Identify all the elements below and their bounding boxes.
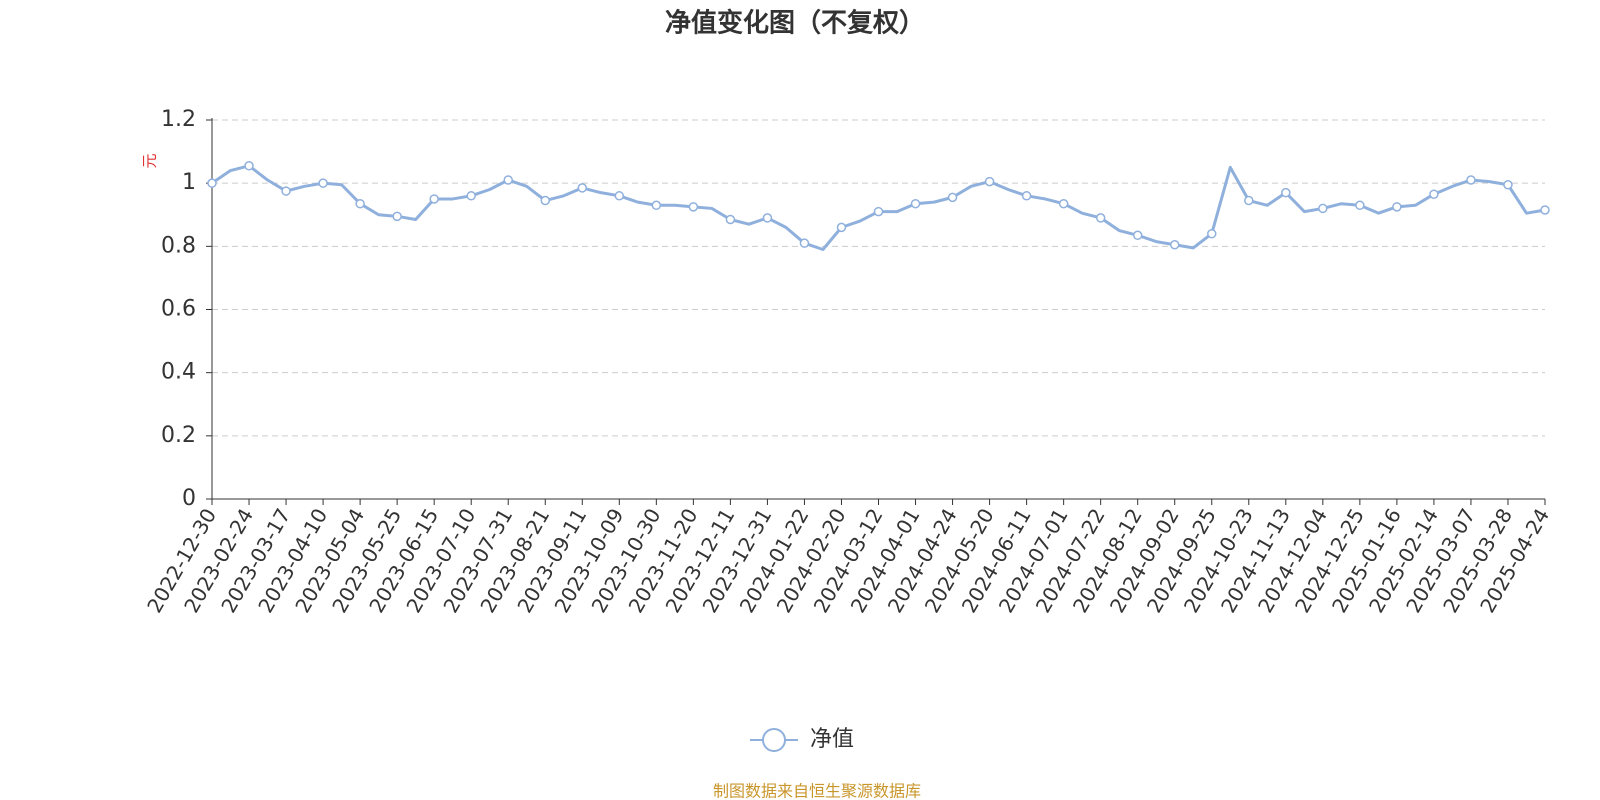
point bbox=[1503, 179, 1513, 190]
y-tick-label: 1.2 bbox=[161, 107, 196, 132]
point bbox=[910, 198, 921, 209]
point bbox=[1244, 195, 1254, 206]
point bbox=[947, 192, 958, 203]
point bbox=[577, 183, 588, 193]
point bbox=[873, 206, 884, 217]
point bbox=[1058, 198, 1069, 209]
point bbox=[207, 178, 217, 188]
point bbox=[392, 211, 402, 222]
y-tick-label: 0.4 bbox=[161, 360, 196, 385]
point bbox=[836, 222, 847, 233]
point bbox=[1429, 189, 1439, 199]
point bbox=[1095, 213, 1106, 223]
point bbox=[281, 186, 291, 196]
y-tick-label: 0 bbox=[182, 486, 196, 511]
y-tick-label: 1 bbox=[182, 170, 196, 195]
point bbox=[984, 176, 995, 187]
point bbox=[1132, 230, 1143, 241]
point bbox=[1392, 202, 1402, 212]
point bbox=[1355, 200, 1365, 211]
chart-title: 净值变化图（不复权） bbox=[665, 8, 925, 39]
point bbox=[651, 200, 662, 211]
point bbox=[799, 238, 810, 248]
point bbox=[244, 161, 254, 171]
point bbox=[1466, 175, 1476, 185]
point bbox=[355, 198, 365, 209]
y-tick-label: 0.2 bbox=[161, 423, 196, 448]
point bbox=[762, 213, 773, 223]
point bbox=[466, 191, 476, 201]
point bbox=[1207, 228, 1217, 239]
point bbox=[1021, 191, 1032, 201]
point bbox=[1318, 203, 1328, 214]
point bbox=[1169, 240, 1180, 250]
point bbox=[540, 195, 550, 206]
point bbox=[1281, 187, 1291, 198]
point bbox=[429, 194, 439, 204]
point bbox=[318, 178, 328, 188]
legend-marker bbox=[762, 728, 786, 752]
source-note: 制图数据来自恒生聚源数据库 bbox=[713, 782, 921, 800]
point bbox=[1540, 205, 1550, 215]
point bbox=[725, 214, 736, 225]
y-tick-label: 0.6 bbox=[161, 297, 196, 322]
legend-label: 净值 bbox=[810, 727, 854, 752]
y-tick-label: 0.8 bbox=[161, 233, 196, 258]
y-axis-label: 元 bbox=[141, 153, 159, 168]
point bbox=[503, 175, 513, 185]
point bbox=[614, 191, 625, 201]
point bbox=[688, 202, 699, 212]
